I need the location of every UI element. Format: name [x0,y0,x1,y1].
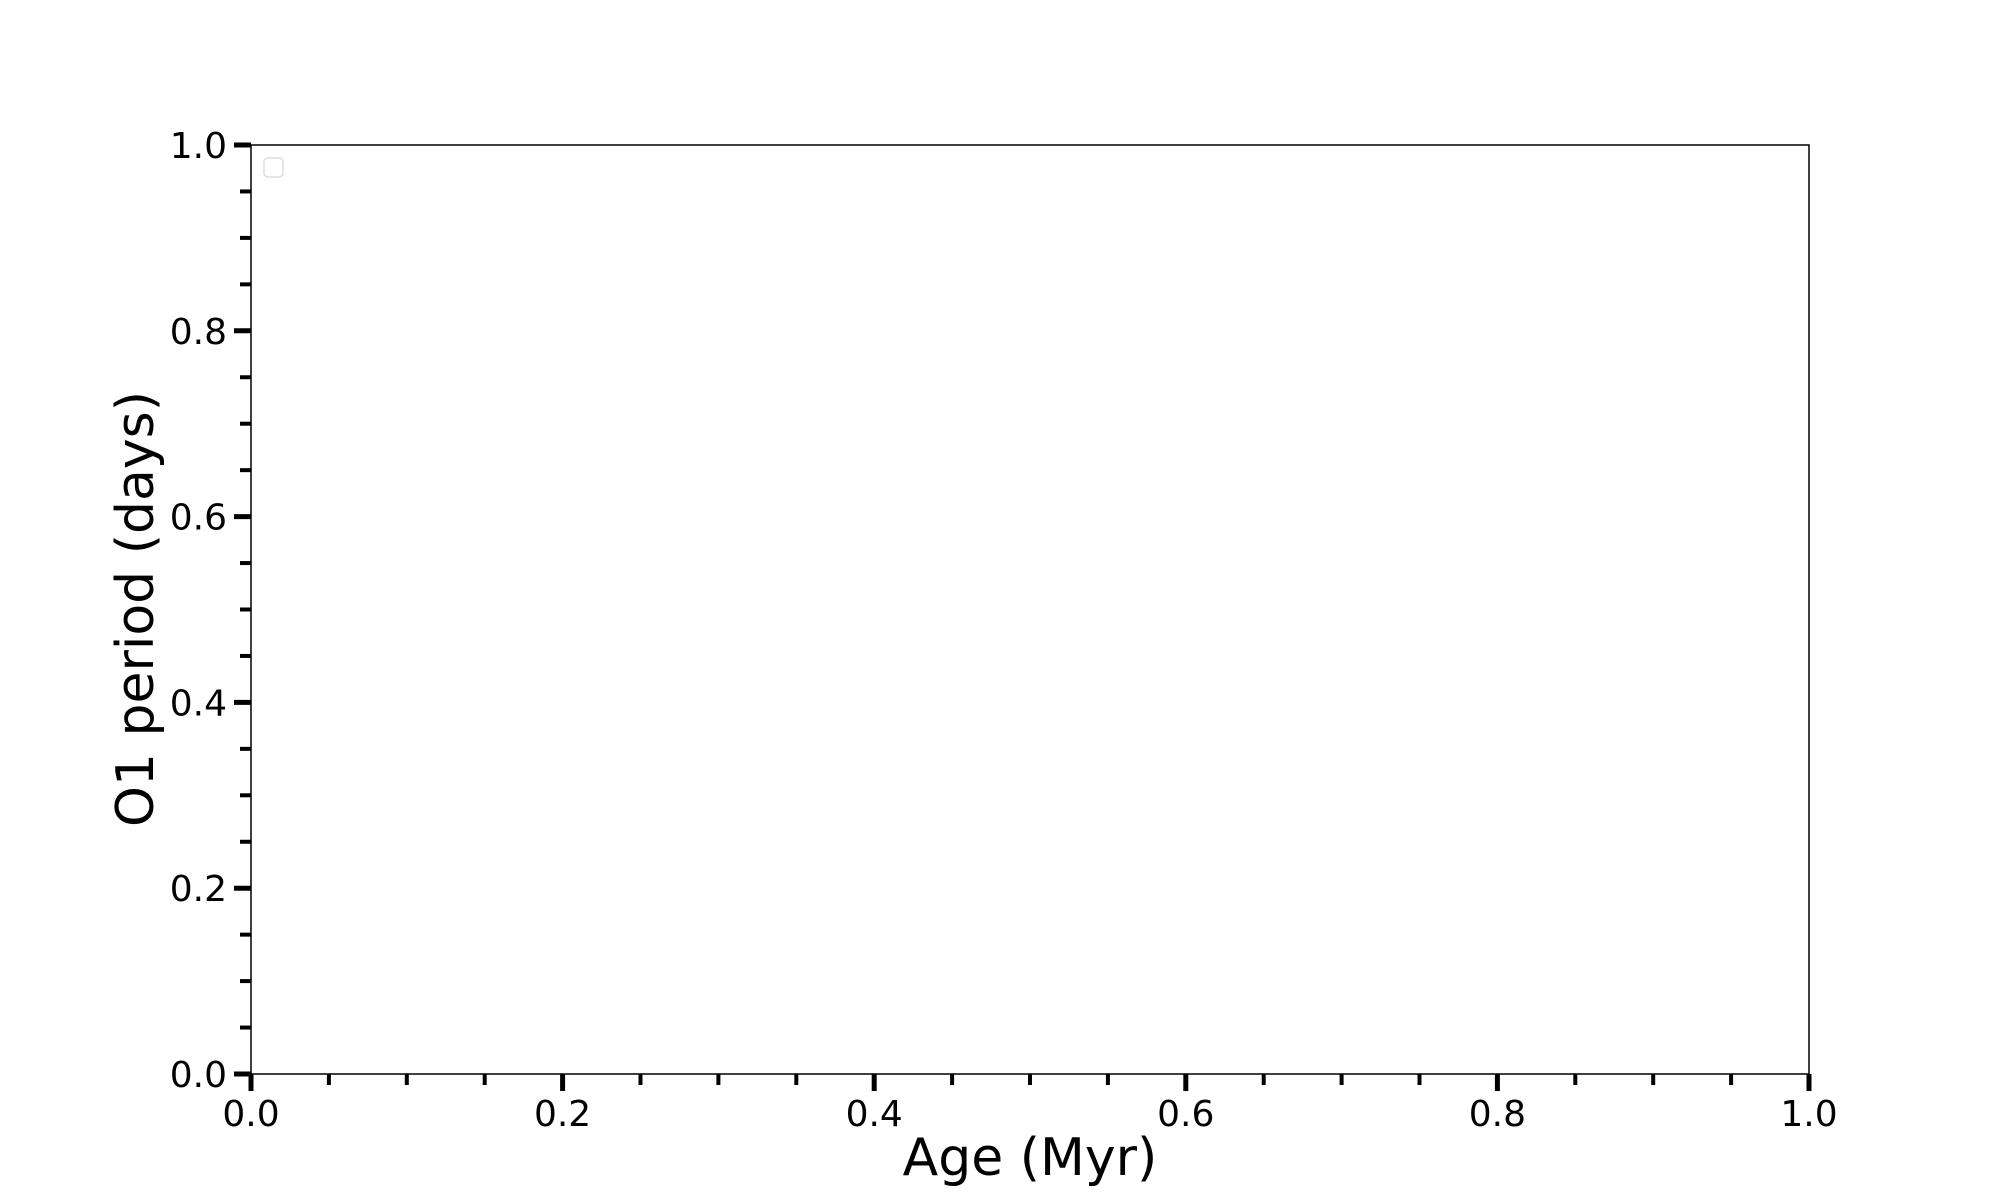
y-tick-label: 0.8 [170,312,227,353]
x-tick-label: 0.8 [1469,1094,1526,1135]
x-tick-label: 0.6 [1157,1094,1214,1135]
legend-box [263,157,284,178]
x-axis-label: Age (Myr) [903,1128,1158,1188]
y-tick-label: 0.4 [170,683,227,724]
x-tick-label: 0.2 [534,1094,591,1135]
x-tick-label: 0.0 [222,1094,279,1135]
x-tick-label: 1.0 [1780,1094,1837,1135]
plot-area [250,144,1810,1075]
y-tick-label: 0.2 [170,869,227,910]
y-axis-label: O1 period (days) [106,391,166,827]
y-tick-label: 1.0 [170,126,227,167]
y-tick-label: 0.0 [170,1055,227,1096]
x-tick-label: 0.4 [846,1094,903,1135]
y-tick-label: 0.6 [170,498,227,539]
